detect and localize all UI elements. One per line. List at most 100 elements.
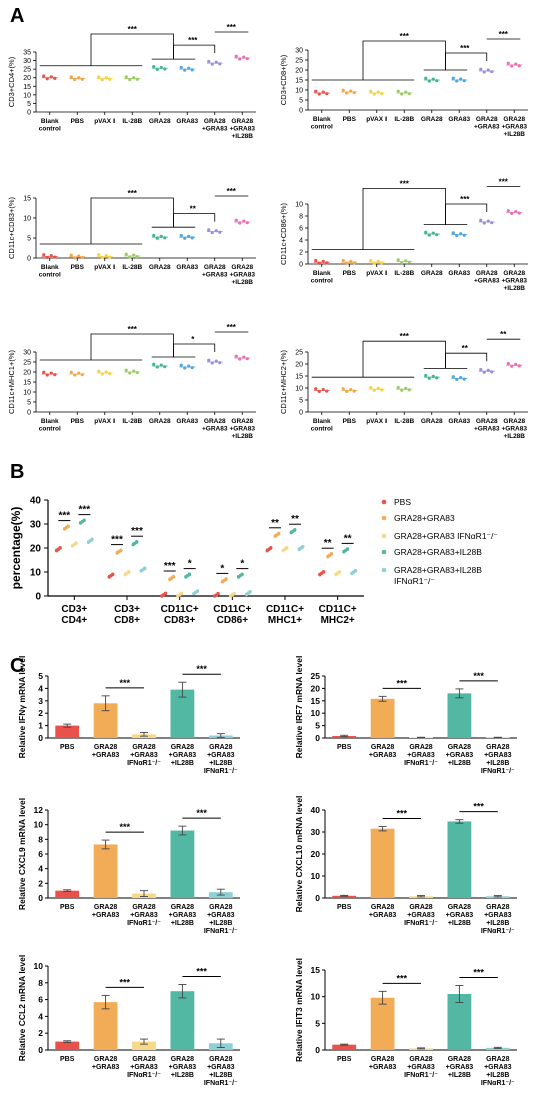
x-tick-label: PBS — [343, 418, 357, 425]
data-point — [325, 261, 329, 265]
x-tick-label: control — [311, 278, 333, 285]
data-point — [431, 231, 435, 235]
y-tick-label: 0 — [315, 893, 320, 903]
data-point — [155, 236, 159, 240]
sig-label: *** — [473, 802, 484, 812]
data-point — [337, 570, 342, 574]
data-point — [190, 366, 194, 370]
data-point — [352, 91, 356, 95]
data-point — [135, 77, 139, 81]
x-tick-label: +GRA83 — [484, 752, 512, 759]
data-point — [486, 368, 490, 372]
legend-label: IFNαR1⁻/⁻ — [394, 576, 435, 586]
data-point — [73, 78, 77, 82]
x-tick-label: +GRA83 — [407, 1064, 435, 1071]
y-tick-label: 2 — [38, 708, 43, 718]
data-point — [128, 255, 132, 259]
legend-marker — [381, 567, 387, 573]
y-tick-label: 10 — [23, 92, 31, 99]
sig-label: *** — [400, 32, 410, 41]
y-tick-label: 0 — [315, 1045, 320, 1055]
sig-label: *** — [120, 822, 131, 832]
x-tick-label: CD83+ — [164, 615, 196, 626]
data-point — [380, 388, 384, 392]
x-tick-label: GRA28 — [204, 264, 226, 271]
x-tick-label: GRA28 — [371, 904, 394, 911]
data-point — [53, 255, 57, 259]
y-tick-label: 0 — [38, 893, 43, 903]
sig-bracket — [173, 343, 216, 357]
data-point — [214, 60, 218, 64]
data-point — [234, 54, 238, 58]
bar — [332, 1044, 357, 1050]
y-tick-label: 0 — [35, 592, 41, 603]
data-point — [514, 62, 518, 66]
data-point — [135, 255, 139, 259]
data-point — [242, 355, 246, 359]
data-point — [152, 233, 156, 238]
y-tick-label: 10 — [295, 202, 303, 209]
x-tick-label: GRA28 — [149, 118, 171, 125]
x-tick-label: GRA28 — [409, 1056, 432, 1063]
data-point — [431, 374, 435, 378]
sig-label: *** — [196, 808, 207, 818]
y-tick-label: 25 — [23, 360, 31, 367]
data-point — [77, 254, 81, 258]
data-point — [482, 370, 486, 374]
data-point — [100, 255, 104, 260]
data-point — [74, 541, 78, 545]
data-point — [435, 233, 439, 237]
data-point — [234, 218, 238, 222]
data-point — [45, 77, 49, 81]
x-tick-label: PBS — [71, 418, 85, 425]
x-tick-label: +IL28B — [209, 760, 232, 767]
data-point — [459, 375, 463, 380]
x-tick-label: IFNαR1⁻/⁻ — [481, 1080, 515, 1087]
y-tick-label: 5 — [27, 400, 31, 407]
legend-label: GRA28+GRA83+IL28B — [394, 565, 482, 575]
data-point — [190, 236, 194, 240]
data-point — [506, 361, 510, 366]
data-point — [459, 232, 463, 236]
data-point — [53, 76, 57, 80]
y-tick-label: 20 — [295, 362, 303, 369]
data-point — [424, 373, 428, 378]
x-tick-label: GRA28 — [209, 1056, 232, 1063]
x-tick-label: GRA28 — [409, 744, 432, 751]
sig-label: * — [188, 559, 192, 570]
y-axis-label: CD3+CD4+(%) — [7, 56, 16, 107]
y-tick-label: 2 — [38, 878, 43, 888]
data-point — [490, 70, 494, 74]
sig-label: *** — [196, 966, 207, 976]
data-point — [159, 363, 163, 367]
y-tick-label: 5 — [315, 721, 320, 731]
y-tick-label: 3 — [38, 696, 43, 706]
sig-label: *** — [499, 30, 509, 39]
bar — [370, 997, 395, 1050]
data-point — [210, 62, 214, 66]
x-tick-label: +GRA83 — [92, 1064, 120, 1071]
sig-label: ** — [190, 205, 197, 214]
sig-label: *** — [120, 678, 131, 688]
data-point — [210, 361, 214, 365]
data-point — [427, 79, 431, 83]
x-tick-label: IFNαR1⁻/⁻ — [204, 1080, 238, 1087]
data-point — [132, 76, 136, 80]
y-tick-label: 5 — [315, 1018, 320, 1028]
x-tick-label: +GRA83 — [130, 912, 158, 919]
data-point — [49, 371, 53, 375]
x-tick-label: GRA28 — [421, 116, 443, 123]
y-axis-label: Relative IFNγ mRNA level — [17, 656, 27, 759]
x-tick-label: pVAX Ⅰ — [366, 418, 387, 425]
data-point — [321, 387, 325, 392]
data-point — [49, 253, 53, 258]
x-tick-label: GRA28 — [132, 1056, 155, 1063]
x-tick-label: GRA28 — [94, 1056, 117, 1063]
data-point — [372, 92, 376, 96]
data-point — [77, 371, 81, 375]
x-tick-label: GRA28 — [371, 1056, 394, 1063]
x-tick-label: +IL28B — [448, 920, 471, 927]
sig-label: * — [191, 335, 195, 344]
x-tick-label: +GRA83 — [407, 912, 435, 919]
